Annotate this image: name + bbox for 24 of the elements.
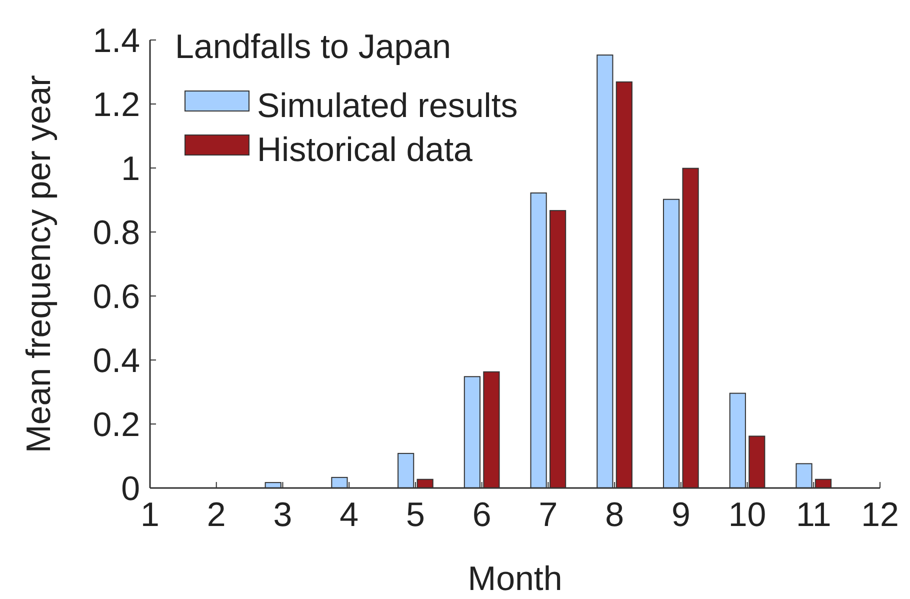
x-tick-label: 5: [406, 496, 425, 534]
y-tick-label: 1.4: [92, 22, 140, 60]
y-tick-label: 0.6: [92, 278, 140, 316]
chart-title: Landfalls to Japan: [175, 28, 451, 66]
x-axis-title: Month: [468, 560, 562, 598]
y-tick-label: 1: [121, 150, 140, 188]
legend-label: Simulated results: [257, 86, 518, 125]
y-tick-label: 1.2: [92, 86, 140, 124]
x-tick-label: 12: [861, 496, 899, 534]
y-tick-label: 0.4: [92, 342, 140, 380]
legend-label: Historical data: [257, 130, 473, 169]
x-tick-label: 6: [472, 496, 492, 534]
x-tick-label: 10: [728, 496, 766, 534]
x-tick-label: 4: [340, 496, 359, 534]
x-tick-label: 2: [206, 496, 226, 534]
y-tick-label: 0.8: [92, 214, 140, 252]
x-tick-label: 11: [796, 496, 832, 534]
y-axis-title: Mean frequency per year: [20, 75, 58, 453]
y-tick-label: 0.2: [92, 406, 140, 444]
x-tick-label: 3: [273, 496, 292, 534]
x-tick-label: 9: [671, 496, 690, 534]
x-tick-label: 8: [605, 496, 624, 534]
y-tick-label: 0: [121, 470, 140, 508]
x-tick-label: 7: [538, 496, 558, 534]
